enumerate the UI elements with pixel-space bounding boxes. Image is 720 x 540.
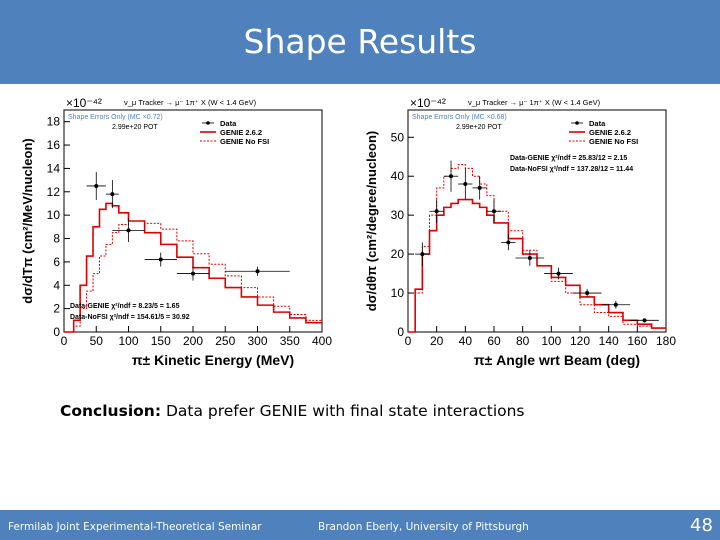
data-point [556, 271, 561, 276]
footer-seminar: Fermilab Joint Experimental-Theoretical … [8, 521, 262, 533]
x-tick-label: 60 [487, 334, 501, 348]
y-tick-label: 50 [391, 130, 405, 144]
x-tick-label: 100 [118, 334, 138, 348]
x-tick-label: 20 [430, 334, 444, 348]
pot-label: 2.99e+20 POT [112, 124, 158, 131]
data-point [158, 257, 163, 262]
x-tick-label: 160 [627, 334, 647, 348]
slide-title: Shape Results [243, 22, 477, 61]
x-tick-label: 250 [215, 334, 235, 348]
data-point [191, 271, 195, 276]
footer-author: Brandon Eberly, University of Pittsburgh [318, 521, 529, 533]
y-tick-label: 14 [47, 161, 61, 175]
x-tick-label: 350 [280, 334, 300, 348]
data-point [613, 302, 618, 307]
genie-series [64, 202, 322, 333]
data-point [463, 182, 468, 186]
legend-data: Data [220, 119, 237, 128]
chart-title: ν_μ Tracker → μ⁻ 1π⁺ X (W < 1.4 GeV) [124, 98, 257, 107]
chi2-label: Data-NoFSI χ²/ndf = 137.28/12 = 11.44 [510, 166, 633, 173]
x-tick-label: 400 [312, 334, 332, 348]
y-tick-label: 30 [391, 208, 405, 222]
angle-plot: 0 20 40 60 80 100 120 140 160 180 0 10 20 30 40 50 π± An… [364, 96, 676, 368]
x-tick-label: 200 [183, 334, 203, 348]
y-tick-label: 2 [53, 302, 60, 316]
x-tick-label: 80 [516, 334, 530, 348]
data-point [434, 209, 439, 214]
x-tick-label: 0 [405, 334, 412, 348]
y-axis-label: dσ/dθπ (cm²/degree/nucleon) [364, 131, 379, 311]
y-tick-label: 40 [391, 169, 405, 183]
x-tick-label: 300 [247, 334, 267, 348]
y-tick-label: 18 [47, 115, 61, 129]
data-point [255, 269, 260, 274]
y-axis-label: dσ/dTπ (cm²/MeV/nucleon) [20, 138, 35, 303]
x-tick-label: 140 [599, 334, 619, 348]
conclusion-label: Conclusion: [60, 402, 162, 420]
y-tick-label: 12 [47, 185, 61, 199]
y-tick-label: 0 [397, 325, 404, 339]
genie-series [408, 198, 666, 333]
y-tick-label: 10 [47, 208, 61, 222]
legend-genie: GENIE 2.6.2 [589, 128, 631, 137]
y-tick-label: 0 [53, 325, 60, 339]
conclusion: Conclusion: Data prefer GENIE with final… [60, 402, 525, 420]
data-point [449, 174, 453, 179]
plot-frame [63, 109, 323, 333]
y-tick-label: 6 [53, 255, 60, 269]
chi2-label: Data-GENIE χ²/ndf = 25.83/12 = 2.15 [510, 155, 627, 162]
plot-frame [407, 109, 667, 333]
data-point [477, 185, 482, 190]
y-tick-label: 20 [391, 247, 405, 261]
chart-title: ν_μ Tracker → μ⁻ 1π⁺ X (W < 1.4 GeV) [468, 98, 601, 107]
data-point [420, 252, 425, 257]
x-axis-label: π± Kinetic Energy (MeV) [132, 352, 294, 368]
genie-nofsi-series [408, 164, 666, 333]
conclusion-text: Data prefer GENIE with final state inter… [165, 402, 525, 420]
x-tick-label: 0 [61, 334, 68, 348]
y-multiplier: ×10⁻⁴² [410, 96, 446, 110]
page-number: 48 [690, 515, 713, 536]
data-point [126, 228, 131, 233]
data-point [110, 192, 115, 197]
data-point [94, 183, 99, 188]
chi2-label: Data-NoFSI χ²/ndf = 154.61/5 = 30.92 [70, 314, 190, 321]
x-tick-label: 40 [459, 334, 473, 348]
x-tick-label: 180 [656, 334, 676, 348]
shape-note: Shape Errors Only (MC ×0.72) [68, 114, 163, 121]
x-axis-label: π± Angle wrt Beam (deg) [474, 352, 640, 368]
chi2-label: Data-GENIE χ²/ndf = 8.23/5 = 1.65 [70, 303, 180, 310]
y-tick-label: 8 [53, 232, 60, 246]
legend-genie: GENIE 2.6.2 [220, 128, 262, 137]
kinetic-energy-plot: 0 50 100 150 200 250 300 350 400 0 2 4 6 8 10 12 14 16 18 π… [20, 96, 332, 368]
y-multiplier: ×10⁻⁴² [66, 96, 102, 110]
x-tick-label: 150 [151, 334, 171, 348]
legend-nofsi: GENIE No FSI [589, 137, 638, 146]
y-tick-label: 10 [391, 286, 405, 300]
data-point [506, 240, 511, 245]
data-point [527, 256, 532, 260]
shape-note: Shape Errors Only (MC ×0.68) [412, 114, 507, 121]
pot-label: 2.99e+20 POT [456, 124, 502, 131]
x-tick-label: 120 [570, 334, 590, 348]
data-point [642, 318, 647, 323]
y-tick-label: 16 [47, 138, 61, 152]
legend-nofsi: GENIE No FSI [220, 137, 269, 146]
genie-nofsi-series [64, 220, 322, 333]
data-point [492, 209, 496, 214]
legend-data: Data [589, 119, 606, 128]
y-tick-label: 4 [53, 278, 60, 292]
x-tick-label: 50 [90, 334, 104, 348]
data-point [585, 291, 590, 296]
title-bar [0, 0, 720, 84]
footer-bar [0, 510, 720, 540]
x-tick-label: 100 [541, 334, 561, 348]
